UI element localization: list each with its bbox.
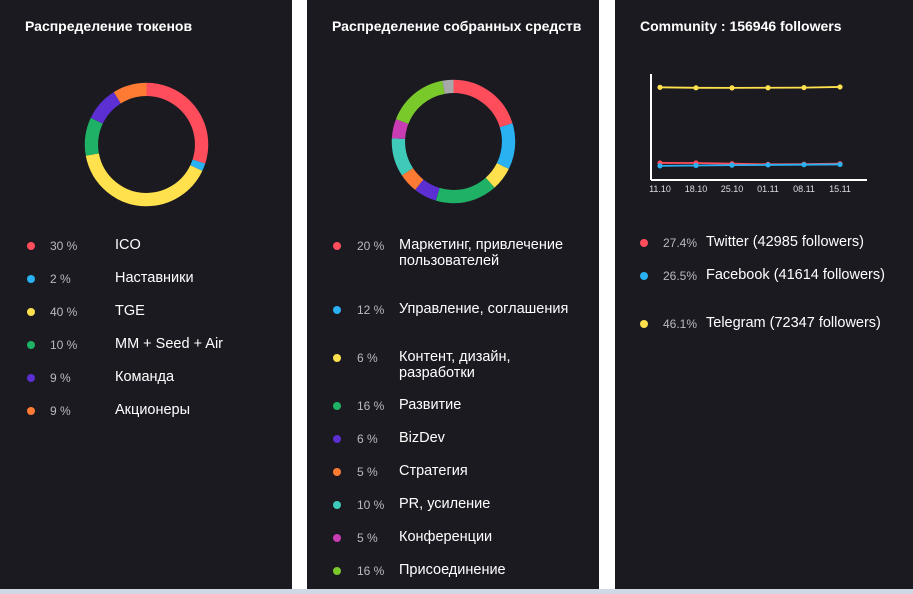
funds-legend-percent: 16 % xyxy=(357,399,385,413)
community-x-tick-label: 25.10 xyxy=(721,184,744,194)
panel-token-distribution: Распределение токенов 30 % ICO 2 % Наставни… xyxy=(0,0,292,590)
funds-legend-percent: 20 % xyxy=(357,239,385,253)
funds-legend-label: Управление, соглашения xyxy=(399,301,569,317)
community-point-facebook xyxy=(837,161,843,168)
funds-legend-label: PR, усиление xyxy=(399,496,491,512)
token-legend-dot xyxy=(27,341,35,349)
community-x-tick-label: 18.10 xyxy=(685,184,708,194)
funds-legend-dot xyxy=(333,242,341,250)
taskbar-strip xyxy=(0,589,913,594)
funds-legend-percent: 5 % xyxy=(357,465,378,479)
funds-legend-dot xyxy=(333,435,341,443)
funds-legend-dot xyxy=(333,468,341,476)
community-point-facebook xyxy=(765,162,771,168)
community-point-telegram xyxy=(693,85,699,91)
funds-legend-dot xyxy=(333,534,341,542)
token-legend-dot xyxy=(27,275,35,283)
funds-legend-percent: 6 % xyxy=(357,432,378,446)
token-legend-label: Акционеры xyxy=(115,402,191,418)
token-legend-label: Команда xyxy=(115,369,175,385)
community-point-facebook xyxy=(693,162,699,169)
funds-slice-1 xyxy=(391,79,516,204)
token-legend-percent: 9 % xyxy=(50,404,71,418)
community-legend-percent: 46.1% xyxy=(663,317,698,331)
token-slice-5 xyxy=(84,82,209,207)
panel-funds-distribution: Распределение собранных средств 20 % Марк… xyxy=(307,0,599,590)
funds-legend-dot xyxy=(333,567,341,575)
community-point-telegram xyxy=(657,84,663,90)
community-legend-dot xyxy=(640,239,648,247)
funds-legend-percent: 6 % xyxy=(357,351,378,365)
funds-legend-percent: 16 % xyxy=(357,564,385,578)
community-legend-label: Facebook (41614 followers) xyxy=(706,267,885,283)
funds-legend-label: Конференции xyxy=(399,529,493,545)
community-point-telegram xyxy=(729,85,735,91)
token-legend-label: TGE xyxy=(115,303,145,319)
community-legend-dot xyxy=(640,272,648,280)
funds-legend-dot xyxy=(333,501,341,509)
community-point-telegram xyxy=(765,85,771,91)
token-slice-3 xyxy=(84,82,209,207)
token-legend-dot xyxy=(27,242,35,250)
token-legend-dot xyxy=(27,407,35,415)
community-legend-dot xyxy=(640,320,648,328)
community-point-facebook xyxy=(657,163,663,169)
community-x-tick-label: 08.11 xyxy=(793,184,815,194)
community-series-line-facebook xyxy=(659,163,841,167)
community-line-chart: 11.10 18.10 25.10 01.11 08.11 15.11 xyxy=(649,74,867,194)
panel-community: Community : 156946 followers 11.10 18.10 2… xyxy=(615,0,913,590)
token-legend-label: Наставники xyxy=(115,270,194,286)
token-legend-dot xyxy=(27,308,35,316)
funds-legend-dot xyxy=(333,354,341,362)
community-point-telegram xyxy=(801,84,807,91)
community-point-telegram xyxy=(837,84,843,90)
community-legend-percent: 26.5% xyxy=(663,269,698,283)
funds-legend-label: Контент, дизайн, разработки xyxy=(399,349,511,381)
token-legend-percent: 10 % xyxy=(50,338,78,352)
funds-slice-6 xyxy=(391,79,516,204)
funds-distribution-title: Распределение собранных средств xyxy=(332,18,582,34)
funds-legend-label: Стратегия xyxy=(399,463,468,479)
funds-legend-percent: 12 % xyxy=(357,303,385,317)
token-distribution-donut xyxy=(84,82,209,207)
community-legend-label: Telegram (72347 followers) xyxy=(706,315,881,331)
community-x-tick-label: 01.11 xyxy=(757,184,779,194)
token-legend-percent: 9 % xyxy=(50,371,71,385)
token-legend-label: MM + Seed + Air xyxy=(115,336,223,352)
funds-legend-label: Присоединение xyxy=(399,562,506,578)
token-distribution-title: Распределение токенов xyxy=(25,18,193,34)
funds-slice-3 xyxy=(391,79,516,204)
funds-legend-label: BizDev xyxy=(399,430,445,446)
community-series-line-telegram xyxy=(659,86,841,89)
token-legend-label: ICO xyxy=(115,237,141,253)
funds-slice-extra xyxy=(391,79,516,204)
token-slice-2 xyxy=(84,82,209,207)
community-title: Community : 156946 followers xyxy=(640,18,842,34)
community-x-tick-label: 15.11 xyxy=(829,184,851,194)
funds-legend-label: Развитие xyxy=(399,397,462,413)
funds-distribution-donut xyxy=(391,79,516,204)
community-point-facebook xyxy=(801,162,807,168)
funds-legend-dot xyxy=(333,306,341,314)
community-legend-percent: 27.4% xyxy=(663,236,698,250)
funds-legend-percent: 10 % xyxy=(357,498,385,512)
token-legend-percent: 30 % xyxy=(50,239,78,253)
community-point-facebook xyxy=(729,162,735,168)
community-legend-label: Twitter (42985 followers) xyxy=(706,234,864,250)
funds-legend-label: Маркетинг, привлечение пользователей xyxy=(399,237,564,269)
community-x-tick-label: 11.10 xyxy=(649,184,671,194)
token-legend-percent: 40 % xyxy=(50,305,78,319)
token-legend-dot xyxy=(27,374,35,382)
funds-legend-percent: 5 % xyxy=(357,531,378,545)
funds-legend-dot xyxy=(333,402,341,410)
token-legend-percent: 2 % xyxy=(50,272,71,286)
